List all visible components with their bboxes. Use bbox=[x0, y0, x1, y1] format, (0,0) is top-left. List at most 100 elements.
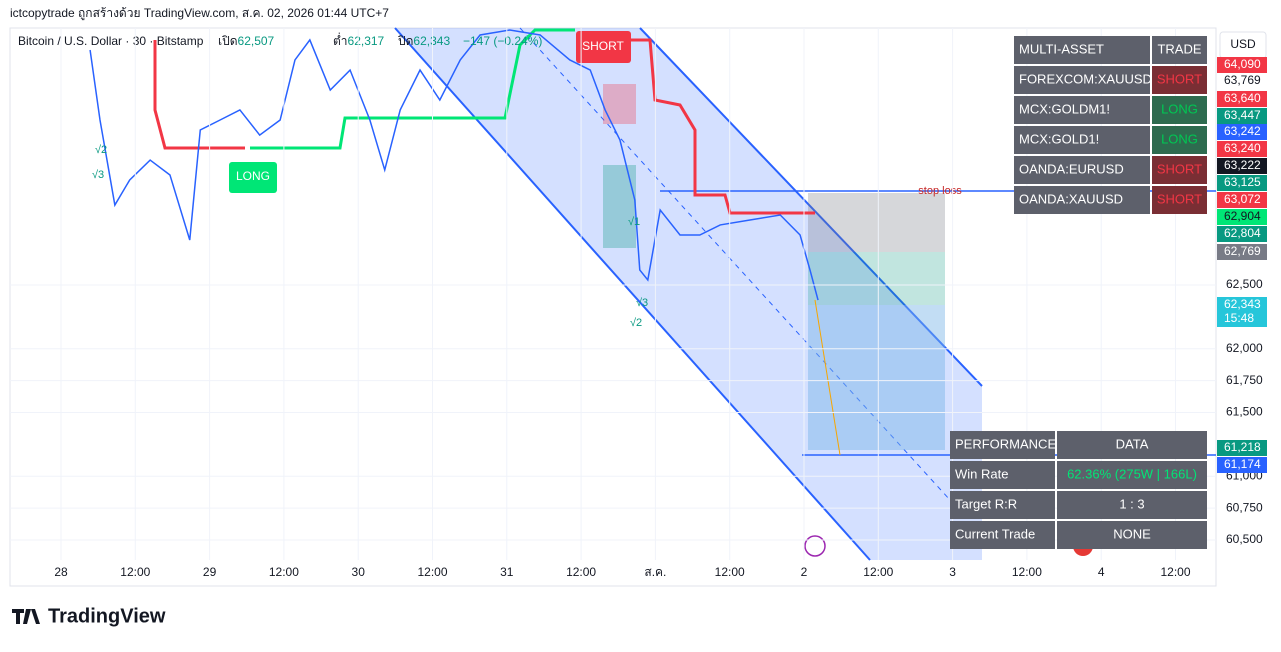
mark: √3 bbox=[92, 169, 104, 181]
ohlc-value: 62,507 bbox=[238, 34, 275, 48]
table-text: Current Trade bbox=[955, 526, 1035, 541]
price-badge-label: 15:48 bbox=[1224, 311, 1254, 325]
long-label-bg bbox=[229, 162, 277, 193]
price-badge bbox=[1217, 192, 1267, 208]
table-text: SHORT bbox=[1157, 161, 1202, 176]
x-tick-label: ส.ค. bbox=[644, 565, 666, 579]
price-badge bbox=[1217, 440, 1267, 456]
x-tick-label: 12:00 bbox=[715, 565, 745, 579]
mark: √3 bbox=[636, 297, 648, 309]
profit-zone bbox=[808, 252, 945, 305]
x-tick-label: 12:00 bbox=[269, 565, 299, 579]
ohlc: เปิด62,507 bbox=[218, 34, 275, 48]
x-tick-label: 30 bbox=[352, 565, 366, 579]
stop-loss-label: stop loss bbox=[918, 185, 962, 197]
price-badge bbox=[1217, 311, 1267, 327]
zone bbox=[603, 84, 636, 124]
table-cell bbox=[1014, 96, 1150, 124]
y-tick-label: 60,750 bbox=[1226, 500, 1263, 514]
price-badge-label: 63,222 bbox=[1224, 158, 1261, 172]
y-tick-label: 62,000 bbox=[1226, 341, 1263, 355]
ohlc: ปิด62,343 bbox=[397, 34, 450, 48]
change: −147 (−0.24%) bbox=[463, 34, 542, 48]
price-badge-label: 61,174 bbox=[1224, 457, 1261, 471]
price-badge bbox=[1217, 91, 1267, 107]
table-cell bbox=[950, 431, 1055, 459]
currency: USD bbox=[1230, 37, 1256, 51]
price-badge-label: 62,769 bbox=[1224, 244, 1261, 258]
price-badge bbox=[1217, 209, 1267, 225]
price-badge-label: 62,904 bbox=[1224, 209, 1261, 223]
price-badge bbox=[1217, 57, 1267, 73]
table-cell bbox=[1014, 156, 1150, 184]
header-title: ictcopytrade ถูกสร้างด้วย TradingView.co… bbox=[10, 6, 389, 21]
table-cell bbox=[1014, 36, 1150, 64]
table-text: 1 : 3 bbox=[1119, 496, 1144, 511]
ohlc-label: ปิด bbox=[397, 34, 413, 48]
x-tick-label: 12:00 bbox=[863, 565, 893, 579]
table-text: LONG bbox=[1161, 131, 1198, 146]
price-badge-label: 63,125 bbox=[1224, 175, 1261, 189]
x-tick-label: 3 bbox=[949, 565, 956, 579]
x-tick-label: 12:00 bbox=[120, 565, 150, 579]
table-text: FOREXCOM:XAUUSD bbox=[1019, 71, 1152, 86]
price-badge-label: 63,242 bbox=[1224, 124, 1261, 138]
x-tick-label: 12:00 bbox=[566, 565, 596, 579]
ohlc-value: 62,343 bbox=[413, 34, 450, 48]
table-cell bbox=[1057, 431, 1207, 459]
price-badge bbox=[1217, 457, 1267, 473]
logo: TradingView bbox=[48, 605, 166, 627]
ohlc-label: ต่ำ bbox=[333, 32, 348, 48]
x-tick-label: 28 bbox=[54, 565, 68, 579]
symbol: Bitcoin / U.S. Dollar · 30 · Bitstamp bbox=[18, 34, 204, 48]
table-text: DATA bbox=[1116, 436, 1149, 451]
table-cell bbox=[1152, 186, 1207, 214]
ohlc-label: เปิด bbox=[218, 34, 238, 48]
x-tick-label: 31 bbox=[500, 565, 514, 579]
table-cell bbox=[1152, 66, 1207, 94]
y-tick-label: 61,500 bbox=[1226, 405, 1263, 419]
ohlc: ต่ำ62,317 bbox=[333, 32, 385, 48]
table-text: Target R:R bbox=[955, 496, 1017, 511]
table-cell bbox=[1057, 461, 1207, 489]
table-text: MULTI-ASSET bbox=[1019, 41, 1104, 56]
x-tick-label: 2 bbox=[801, 565, 808, 579]
price-badge bbox=[1217, 226, 1267, 242]
trend-line bbox=[153, 40, 245, 150]
mark: √2 bbox=[95, 144, 107, 156]
arrow bbox=[814, 299, 841, 456]
x-tick-label: 12:00 bbox=[1160, 565, 1190, 579]
y-tick-label: 61,750 bbox=[1226, 373, 1263, 387]
price-badge-label: 61,218 bbox=[1224, 440, 1261, 454]
table-cell bbox=[1152, 126, 1207, 154]
risk-zone bbox=[808, 193, 945, 252]
price-badge bbox=[1217, 244, 1267, 260]
table-cell bbox=[1152, 36, 1207, 64]
price-badge-label: 64,090 bbox=[1224, 57, 1261, 71]
table-text: MCX:GOLDM1! bbox=[1019, 101, 1110, 116]
table-cell bbox=[1057, 521, 1207, 549]
y-tick-label: 62,500 bbox=[1226, 277, 1263, 291]
table-text: OANDA:XAUUSD bbox=[1019, 191, 1123, 206]
zone bbox=[603, 165, 636, 248]
price-badge bbox=[1217, 141, 1267, 157]
table-cell bbox=[1014, 66, 1150, 94]
logo-icon bbox=[12, 609, 40, 624]
table-text: LONG bbox=[1161, 101, 1198, 116]
table-text: PERFORMANCE bbox=[955, 436, 1056, 451]
table-cell bbox=[1152, 156, 1207, 184]
table-text: 62.36% (275W | 166L) bbox=[1067, 466, 1197, 481]
trend-line bbox=[250, 28, 575, 150]
table-cell bbox=[950, 461, 1055, 489]
price-line bbox=[89, 29, 819, 301]
table-cell bbox=[1014, 126, 1150, 154]
mark: √1 bbox=[628, 216, 640, 228]
x-tick-label: 4 bbox=[1098, 565, 1105, 579]
table-text: TRADE bbox=[1157, 41, 1201, 56]
long-label: LONG bbox=[236, 169, 270, 183]
price-badge-label: 63,769 bbox=[1224, 73, 1261, 87]
price-badge bbox=[1217, 175, 1267, 191]
price-badge-label: 63,640 bbox=[1224, 91, 1261, 105]
table-cell bbox=[1014, 186, 1150, 214]
table-text: Win Rate bbox=[955, 466, 1008, 481]
